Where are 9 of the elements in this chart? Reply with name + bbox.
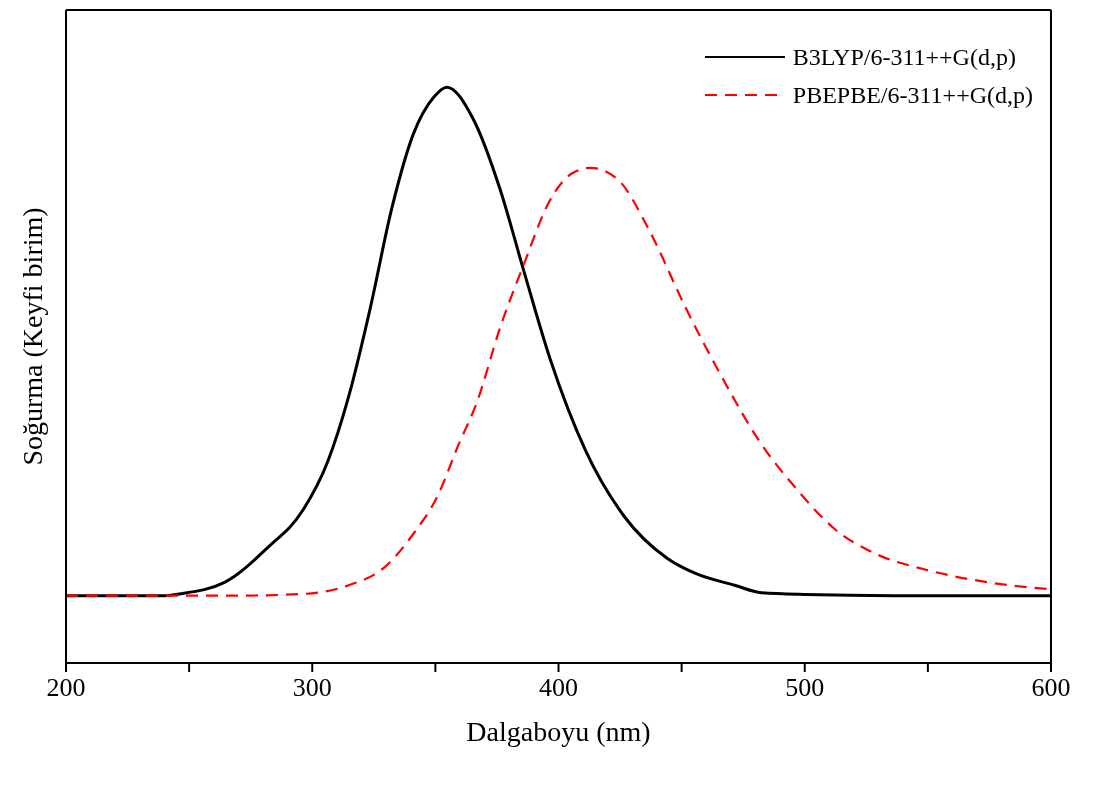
legend-label: B3LYP/6-311++G(d,p)	[792, 43, 1016, 71]
legend-label: PBEPBE/6-311++G(d,p)	[792, 81, 1033, 109]
x-tick-label: 200	[46, 673, 86, 703]
x-tick-label: 400	[539, 673, 578, 703]
y-axis-title: Soğurma (Keyfi birim)	[16, 207, 48, 466]
x-axis-title: Dalgaboyu (nm)	[466, 716, 651, 747]
x-tick-label: 300	[292, 673, 332, 703]
x-tick-label: 600	[1031, 673, 1071, 703]
x-tick-label: 500	[785, 673, 825, 703]
